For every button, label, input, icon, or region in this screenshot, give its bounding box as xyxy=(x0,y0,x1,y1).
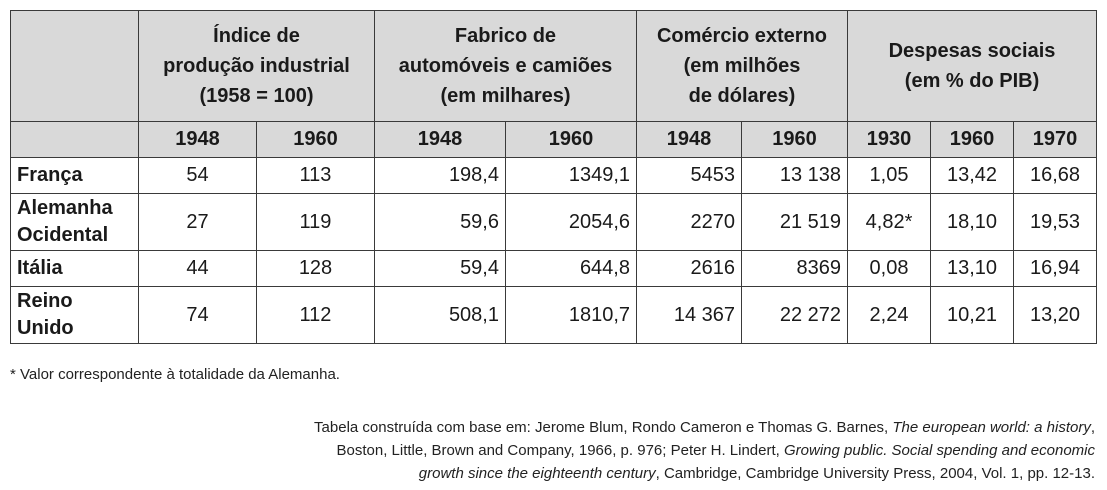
table-row: França 54 113 198,4 1349,1 5453 13 138 1… xyxy=(10,157,1098,194)
year-header: 1960 xyxy=(256,121,375,158)
table-cell: 113 xyxy=(256,157,375,194)
group-header-foreign-trade: Comércio externo (em milhões de dólares) xyxy=(636,10,848,122)
table-cell: 16,94 xyxy=(1012,250,1098,287)
country-label: Alemanha xyxy=(17,197,113,219)
table-cell: 112 xyxy=(256,286,375,344)
table-cell: 2054,6 xyxy=(505,193,637,251)
table-cell: 1810,7 xyxy=(505,286,637,344)
year-header: 1960 xyxy=(930,121,1014,158)
corner-cell xyxy=(10,10,139,122)
data-table: Índice de produção industrial (1958 = 10… xyxy=(10,10,1098,344)
table-cell: 13 138 xyxy=(741,157,848,194)
year-header: 1960 xyxy=(505,121,637,158)
table-cell: 59,4 xyxy=(374,250,506,287)
table-row: Reino Unido 74 112 508,1 1810,7 14 367 22… xyxy=(10,286,1098,344)
group-header-line: Índice de xyxy=(213,25,300,47)
source-citation: Tabela construída com base em: Jerome Bl… xyxy=(135,416,1095,485)
table-cell: 0,08 xyxy=(847,250,931,287)
country-label: Itália xyxy=(17,257,63,279)
table-cell: 8369 xyxy=(741,250,848,287)
footnote: * Valor correspondente à totalidade da A… xyxy=(10,366,340,383)
table-cell: 18,10 xyxy=(930,193,1014,251)
table-cell: 14 367 xyxy=(636,286,742,344)
group-header-vehicles: Fabrico de automóveis e camiões (em milh… xyxy=(374,10,637,122)
country-cell: Alemanha Ocidental xyxy=(10,193,139,251)
table-cell: 2616 xyxy=(636,250,742,287)
country-label: Unido xyxy=(17,317,74,339)
group-header-line: Fabrico de xyxy=(454,25,557,47)
year-header: 1948 xyxy=(138,121,257,158)
group-header-line: (em milhões xyxy=(683,55,801,77)
group-header-line: (em milhares) xyxy=(440,85,571,107)
source-text: Tabela construída com base em: Jerome Bl… xyxy=(314,419,893,436)
source-text: Boston, Little, Brown and Company, 1966,… xyxy=(336,442,784,459)
table-cell: 74 xyxy=(138,286,257,344)
table-cell: 1,05 xyxy=(847,157,931,194)
table-cell: 644,8 xyxy=(505,250,637,287)
table-cell: 10,21 xyxy=(930,286,1014,344)
table-cell: 13,42 xyxy=(930,157,1014,194)
group-header-industrial-index: Índice de produção industrial (1958 = 10… xyxy=(138,10,375,122)
group-header-social-spending: Despesas sociais (em % do PIB) xyxy=(846,10,1098,122)
table-cell: 54 xyxy=(138,157,257,194)
country-label: França xyxy=(17,164,83,186)
table-cell: 128 xyxy=(256,250,375,287)
table-cell: 2,24 xyxy=(847,286,931,344)
table-cell: 19,53 xyxy=(1012,193,1098,251)
table-cell: 198,4 xyxy=(374,157,506,194)
table-cell: 4,82* xyxy=(847,193,931,251)
country-label: Reino xyxy=(17,290,73,312)
year-header: 1948 xyxy=(636,121,742,158)
table-cell: 27 xyxy=(138,193,257,251)
country-label: Ocidental xyxy=(17,224,109,246)
table-cell: 44 xyxy=(138,250,257,287)
table-cell: 119 xyxy=(256,193,375,251)
group-header-line: (1958 = 100) xyxy=(199,85,314,107)
table-cell: 508,1 xyxy=(374,286,506,344)
corner-cell-lower xyxy=(10,121,139,158)
year-header: 1948 xyxy=(374,121,506,158)
source-text: , Cambridge, Cambridge University Press,… xyxy=(655,465,1095,482)
group-header-line: automóveis e camiões xyxy=(398,55,613,77)
table-row: Itália 44 128 59,4 644,8 2616 8369 0,08 … xyxy=(10,250,1098,287)
group-header-line: (em % do PIB) xyxy=(904,70,1040,92)
year-header: 1960 xyxy=(741,121,848,158)
table-cell: 2270 xyxy=(636,193,742,251)
country-cell: Reino Unido xyxy=(10,286,139,344)
country-cell: França xyxy=(10,157,139,194)
year-header: 1930 xyxy=(847,121,931,158)
table-cell: 13,20 xyxy=(1012,286,1098,344)
group-header-line: de dólares) xyxy=(688,85,796,107)
country-cell: Itália xyxy=(10,250,139,287)
table-cell: 59,6 xyxy=(374,193,506,251)
table-cell: 13,10 xyxy=(930,250,1014,287)
table-row: Alemanha Ocidental 27 119 59,6 2054,6 227… xyxy=(10,193,1098,251)
year-header: 1970 xyxy=(1012,121,1098,158)
source-title: Growing public. Social spending and econ… xyxy=(783,442,1095,459)
group-header-line: produção industrial xyxy=(163,55,350,77)
table-cell: 22 272 xyxy=(741,286,848,344)
table-cell: 5453 xyxy=(636,157,742,194)
table-cell: 21 519 xyxy=(741,193,848,251)
source-title: growth since the eighteenth century xyxy=(418,465,656,482)
group-header-line: Comércio externo xyxy=(656,25,828,47)
group-header-line: Despesas sociais xyxy=(888,40,1056,62)
table-cell: 16,68 xyxy=(1012,157,1098,194)
source-title: The european world: a history xyxy=(892,419,1091,436)
table-cell: 1349,1 xyxy=(505,157,637,194)
source-text: , xyxy=(1090,419,1095,436)
